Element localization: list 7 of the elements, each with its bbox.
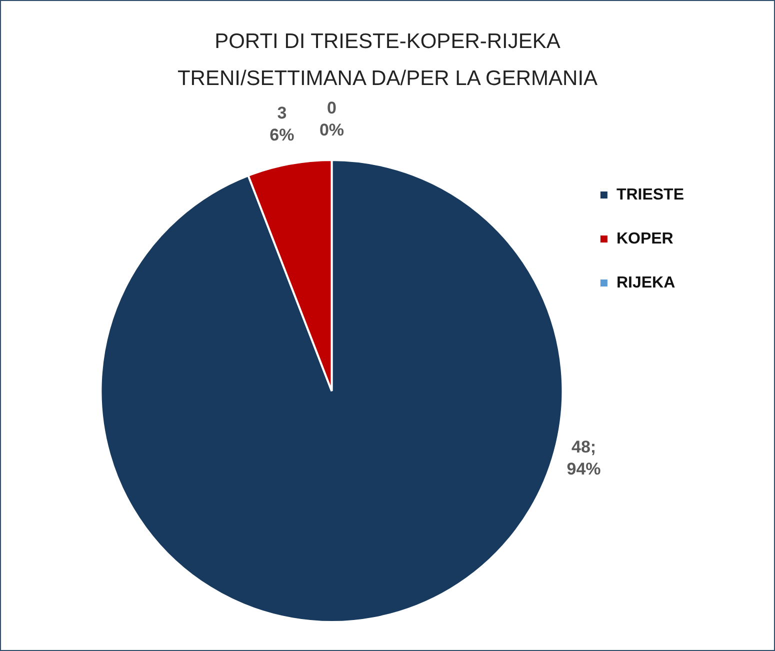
data-label: 3 6% (270, 103, 294, 144)
legend-label: KOPER (616, 230, 674, 248)
data-label: 48; 94% (566, 437, 601, 478)
legend-label: TRIESTE (616, 186, 684, 204)
chart-title: PORTI DI TRIESTE-KOPER-RIJEKA TRENI/SETTIMANA DA/PER LA GERMANIA (177, 30, 598, 90)
text: 0 0% (319, 98, 344, 140)
legend-label: RIJEKA (616, 274, 676, 292)
